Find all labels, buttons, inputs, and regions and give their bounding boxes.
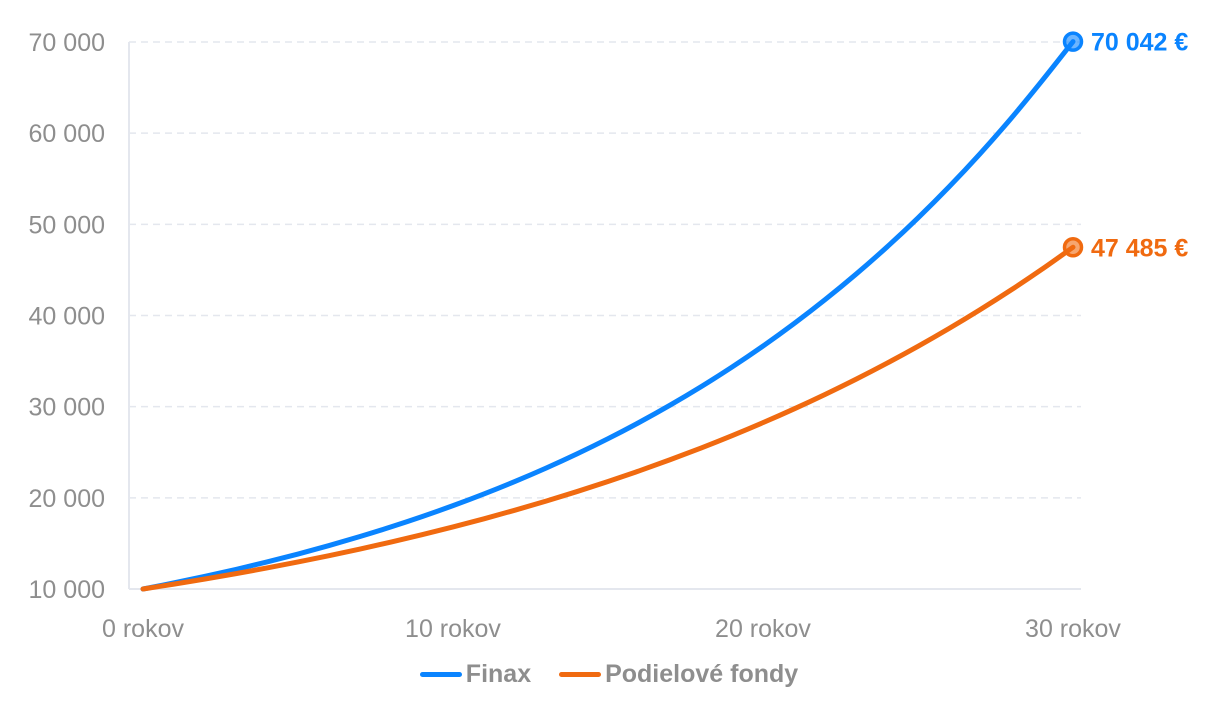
y-tick-label: 50 000 bbox=[29, 211, 105, 239]
legend-label-podielove-fondy: Podielové fondy bbox=[605, 660, 799, 688]
end-value-label-finax: 70 042 € bbox=[1091, 29, 1188, 57]
series-line-podielove-fondy bbox=[140, 244, 1076, 592]
end-marker-finax[interactable] bbox=[1062, 31, 1084, 52]
y-tick-label: 30 000 bbox=[29, 394, 105, 422]
x-tick-label: 0 rokov bbox=[102, 615, 184, 643]
series-end-markers: 70 042 € 47 485 € bbox=[1062, 29, 1188, 262]
y-tick-label: 70 000 bbox=[29, 29, 105, 57]
x-tick-label: 10 rokov bbox=[405, 615, 501, 643]
legend-item-finax[interactable]: Finax bbox=[419, 660, 532, 689]
series-line-finax bbox=[140, 39, 1076, 592]
legend-swatch-finax bbox=[419, 672, 462, 677]
end-marker-podielove-fondy[interactable] bbox=[1062, 237, 1084, 258]
legend-label-finax: Finax bbox=[465, 660, 532, 688]
grid-lines bbox=[129, 41, 1081, 499]
y-tick-label: 40 000 bbox=[29, 303, 105, 331]
y-tick-label: 60 000 bbox=[29, 120, 105, 148]
x-tick-label: 30 rokov bbox=[1025, 615, 1121, 643]
y-tick-label: 10 000 bbox=[29, 576, 105, 604]
y-axis-ticks: 10 000 20 000 30 000 40 000 50 000 60 000 70 0… bbox=[29, 29, 105, 604]
x-axis-ticks: 0 rokov 10 rokov 20 rokov 30 rokov bbox=[102, 615, 1121, 643]
chart-legend: Finax Podielové fondy bbox=[0, 660, 1218, 689]
legend-swatch-podielove-fondy bbox=[559, 672, 602, 677]
legend-item-podielove-fondy[interactable]: Podielové fondy bbox=[559, 660, 798, 689]
y-tick-label: 20 000 bbox=[29, 485, 105, 513]
end-value-label-podielove-fondy: 47 485 € bbox=[1091, 234, 1188, 262]
series-lines bbox=[140, 39, 1076, 592]
line-chart: 10 000 20 000 30 000 40 000 50 000 60 000 70 0… bbox=[29, 29, 1189, 643]
x-tick-label: 20 rokov bbox=[715, 615, 811, 643]
